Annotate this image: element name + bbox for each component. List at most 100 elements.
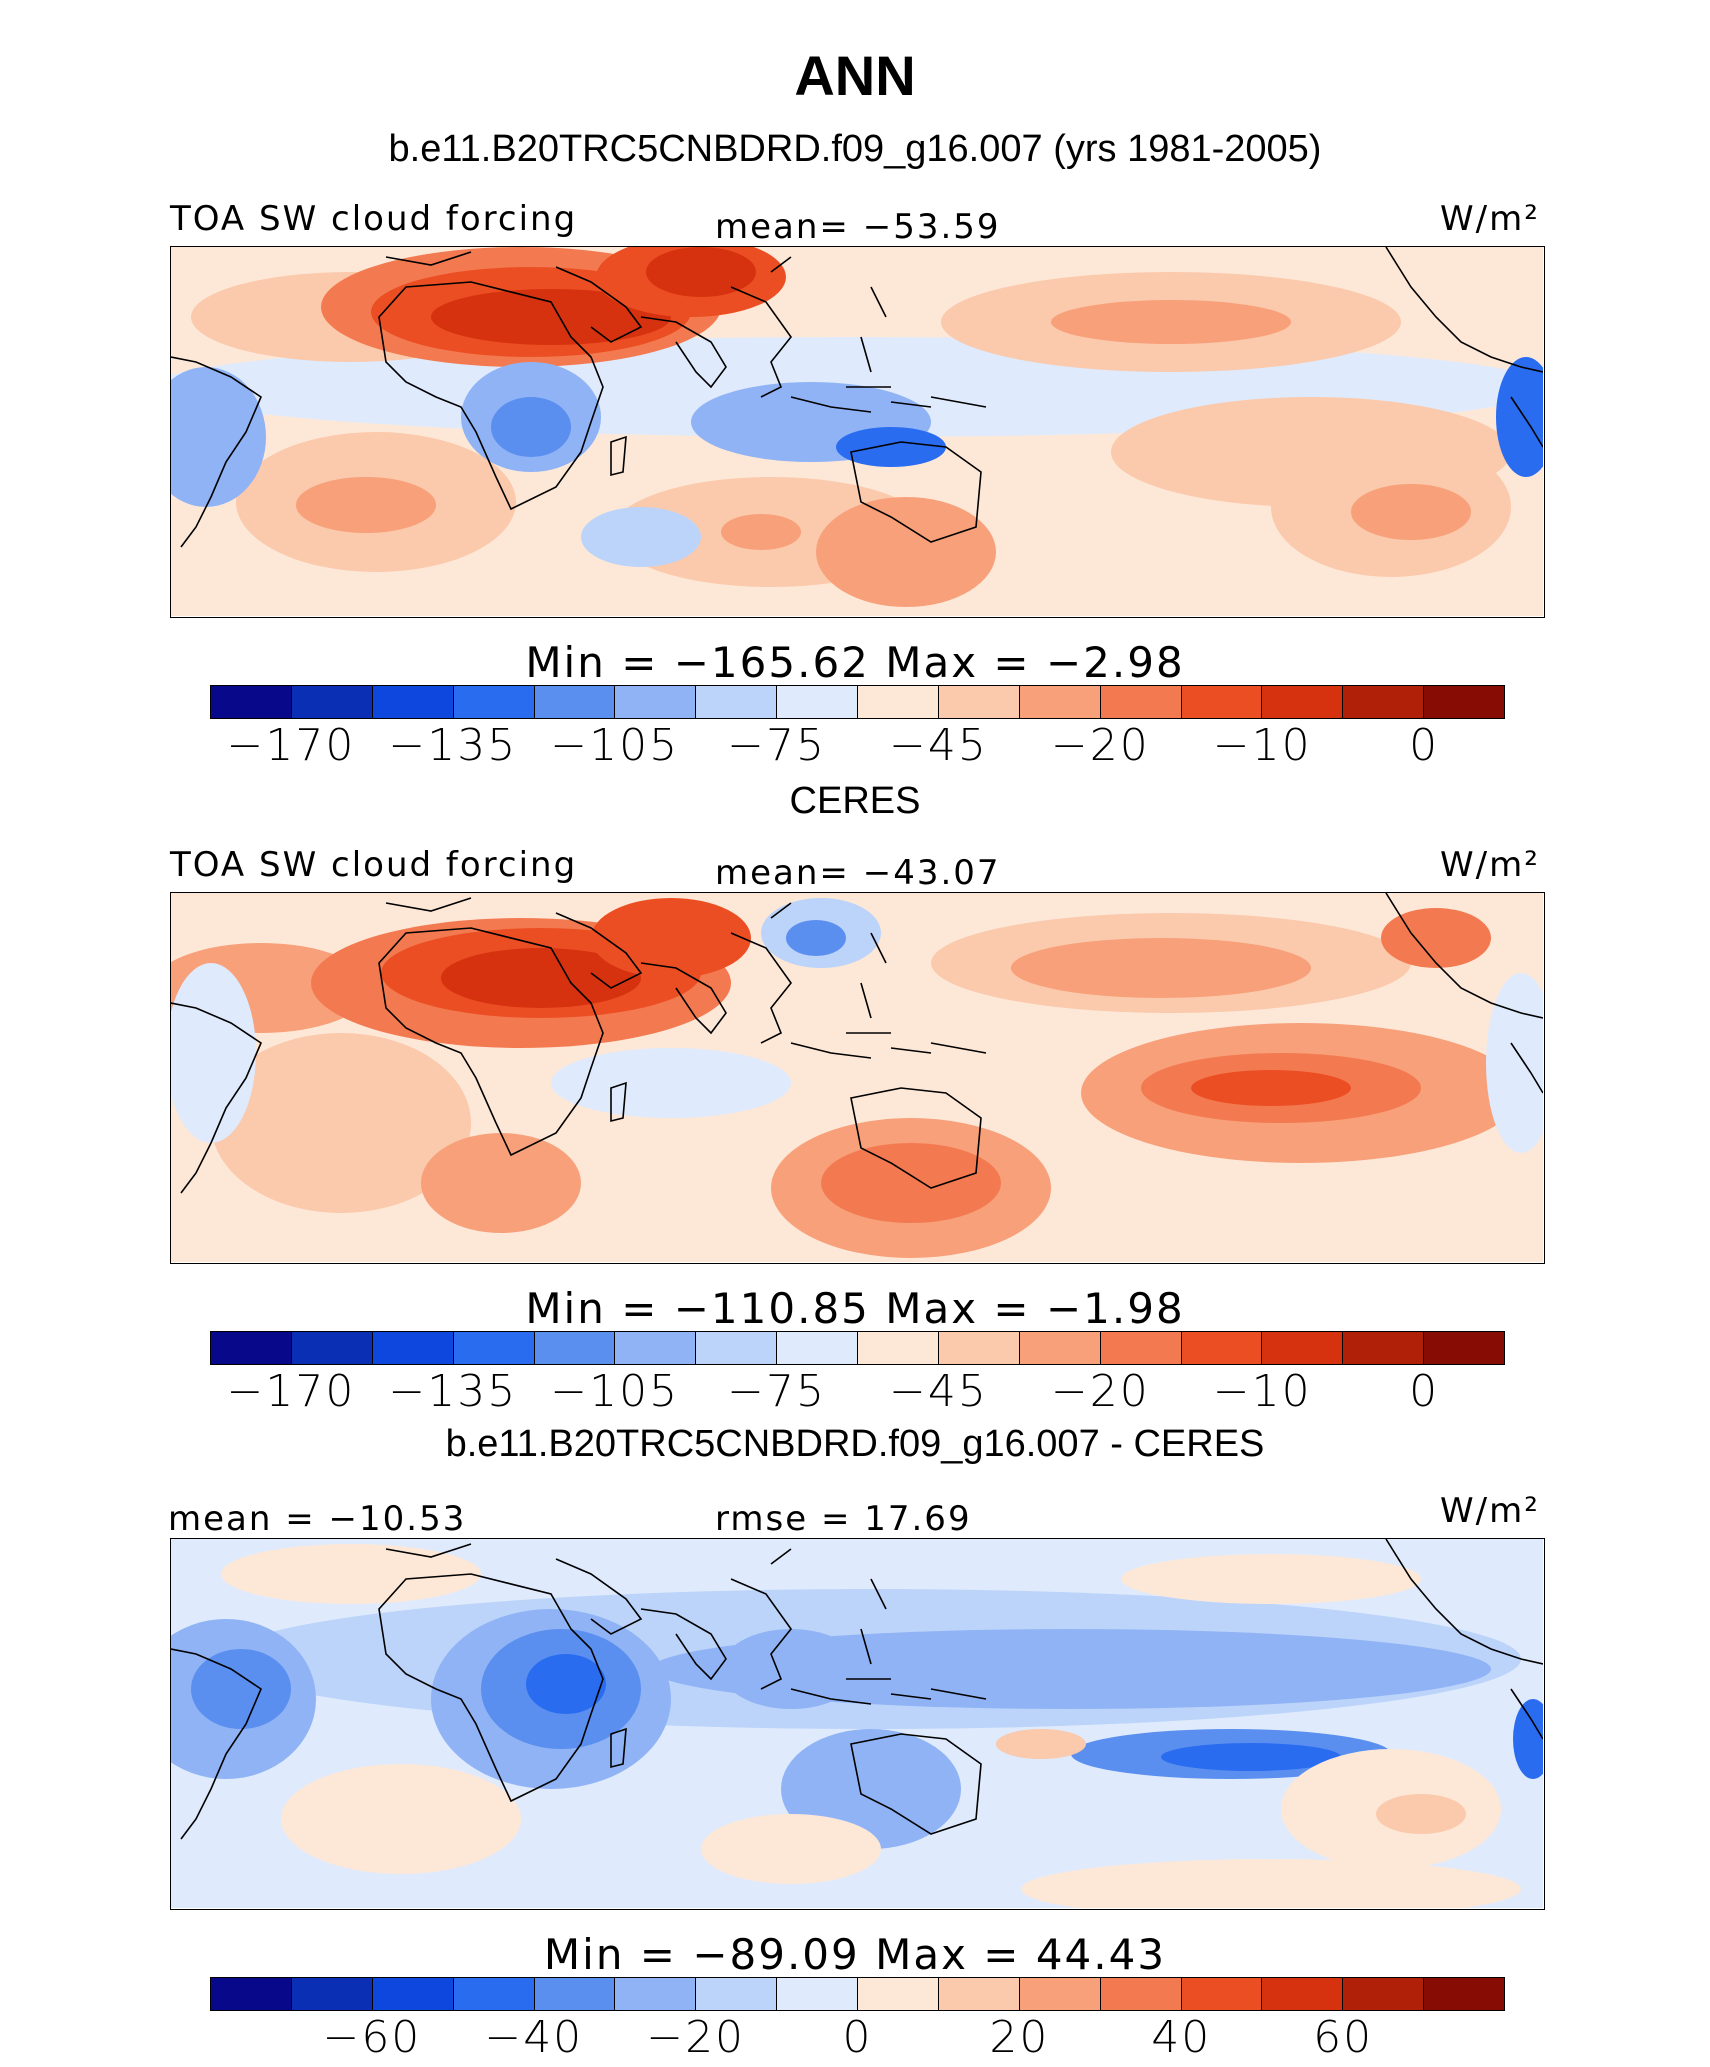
contour-region (296, 477, 436, 533)
coastline (860, 932, 887, 1019)
colorbar-tick-label: −20 (646, 2012, 746, 2063)
coastline (790, 1678, 987, 1705)
contour-region (786, 920, 846, 956)
colorbar-cell (1262, 1332, 1344, 1364)
colorbar-cell (372, 1978, 454, 2010)
colorbar-cell (291, 1978, 373, 2010)
panel3-minmax: Min = −89.09 Max = 44.43 (543, 1930, 1167, 1979)
colorbar-cell (615, 1978, 697, 2010)
colorbar-cell (453, 1978, 535, 2010)
colorbar-cell (1424, 1332, 1504, 1364)
colorbar-cell (211, 686, 292, 718)
contour-region (646, 247, 756, 297)
panel3-title: b.e11.B20TRC5CNBDRD.f09_g16.007 - CERES (445, 1423, 1265, 1465)
colorbar-tick-label: 0 (1409, 1366, 1440, 1417)
colorbar-tick-label: −10 (1212, 1366, 1312, 1417)
panel2-map (170, 892, 1545, 1264)
colorbar-cell (1181, 686, 1263, 718)
contour-region (591, 898, 751, 978)
colorbar-cell (1019, 686, 1101, 718)
colorbar-cell (615, 1332, 697, 1364)
coastline (171, 1002, 262, 1194)
colorbar-cell (1100, 1978, 1182, 2010)
contour-region (1121, 1554, 1421, 1604)
colorbar-cell (534, 686, 616, 718)
contour-region (701, 1814, 881, 1884)
contour-region (996, 1729, 1086, 1759)
coastline (385, 897, 643, 989)
panel1-left-label: TOA SW cloud forcing (170, 199, 578, 239)
colorbar-cell (534, 1332, 616, 1364)
panel3-map (170, 1538, 1545, 1910)
colorbar-cell (1424, 686, 1504, 718)
coastline (378, 281, 604, 511)
panel1-colorbar-ticks: −170 −135 −105 −75 −45 −20 −10 0 (210, 724, 1505, 774)
panel2-title: CERES (789, 780, 921, 822)
colorbar-tick-label: 20 (989, 2012, 1050, 2063)
panel1-colorbar (210, 685, 1505, 719)
coastline (790, 1032, 987, 1059)
coastline (730, 256, 793, 398)
contour-region (821, 1143, 1001, 1223)
panel3-units: W/m² (1440, 1494, 1540, 1528)
contour-region (1513, 1699, 1543, 1779)
coastline (850, 1733, 982, 1835)
colorbar-cell (453, 1332, 535, 1364)
colorbar-cell (858, 1978, 939, 2010)
contour-region (1161, 1743, 1341, 1771)
panel1-units-text: W/m² (1440, 199, 1540, 239)
colorbar-tick-label: 40 (1151, 2012, 1212, 2063)
contour-region (526, 1654, 606, 1714)
colorbar-cell (777, 1978, 858, 2010)
colorbar-cell (1262, 686, 1344, 718)
colorbar-cell (1100, 686, 1182, 718)
colorbar-cell (1100, 1332, 1182, 1364)
colorbar-tick-label: −105 (550, 1366, 680, 1417)
contour-region (721, 514, 801, 550)
colorbar-cell (1343, 686, 1425, 718)
colorbar-cell (1019, 1978, 1101, 2010)
panel3-units-text: W/m² (1440, 1491, 1540, 1531)
colorbar-cell (696, 686, 778, 718)
coastline (610, 1081, 627, 1123)
colorbar-tick-label: −60 (322, 2012, 422, 2063)
coastline (385, 251, 643, 343)
panel1-units: W/m² (1440, 202, 1540, 236)
coastline (850, 1087, 982, 1189)
contour-region (431, 289, 671, 345)
contour-region (816, 497, 996, 607)
colorbar-tick-label: −170 (226, 1366, 356, 1417)
coastline (378, 927, 604, 1157)
colorbar-tick-label: 0 (1409, 720, 1440, 771)
colorbar-tick-label: −20 (1050, 720, 1150, 771)
colorbar-cell (372, 686, 454, 718)
panel2-mean-label: mean= −43.07 (715, 853, 1001, 893)
coastline (860, 1578, 887, 1665)
coastline (385, 1543, 643, 1635)
colorbar-cell (291, 686, 373, 718)
contour-region (491, 397, 571, 457)
panel2-colorbar (210, 1331, 1505, 1365)
colorbar-cell (938, 686, 1020, 718)
colorbar-tick-label: −170 (226, 720, 356, 771)
contour-region (1486, 973, 1543, 1153)
coastline (171, 1648, 262, 1840)
colorbar-cell (615, 686, 697, 718)
contour-region (281, 1764, 521, 1874)
contour-region (1496, 357, 1543, 477)
contour-region (581, 507, 701, 567)
contour-region (651, 1629, 1491, 1709)
coastline (610, 435, 627, 477)
contour-region (221, 1544, 481, 1604)
colorbar-cell (1343, 1978, 1425, 2010)
contour-region (1351, 484, 1471, 540)
contour-region (1381, 908, 1491, 968)
colorbar-cell (211, 1332, 292, 1364)
colorbar-cell (1343, 1332, 1425, 1364)
contour-region (836, 427, 946, 467)
coastline (730, 902, 793, 1044)
panel1-minmax: Min = −165.62 Max = −2.98 (525, 638, 1185, 687)
coastline (1385, 893, 1543, 1094)
colorbar-tick-label: −40 (484, 2012, 584, 2063)
panel1-map (170, 246, 1545, 618)
